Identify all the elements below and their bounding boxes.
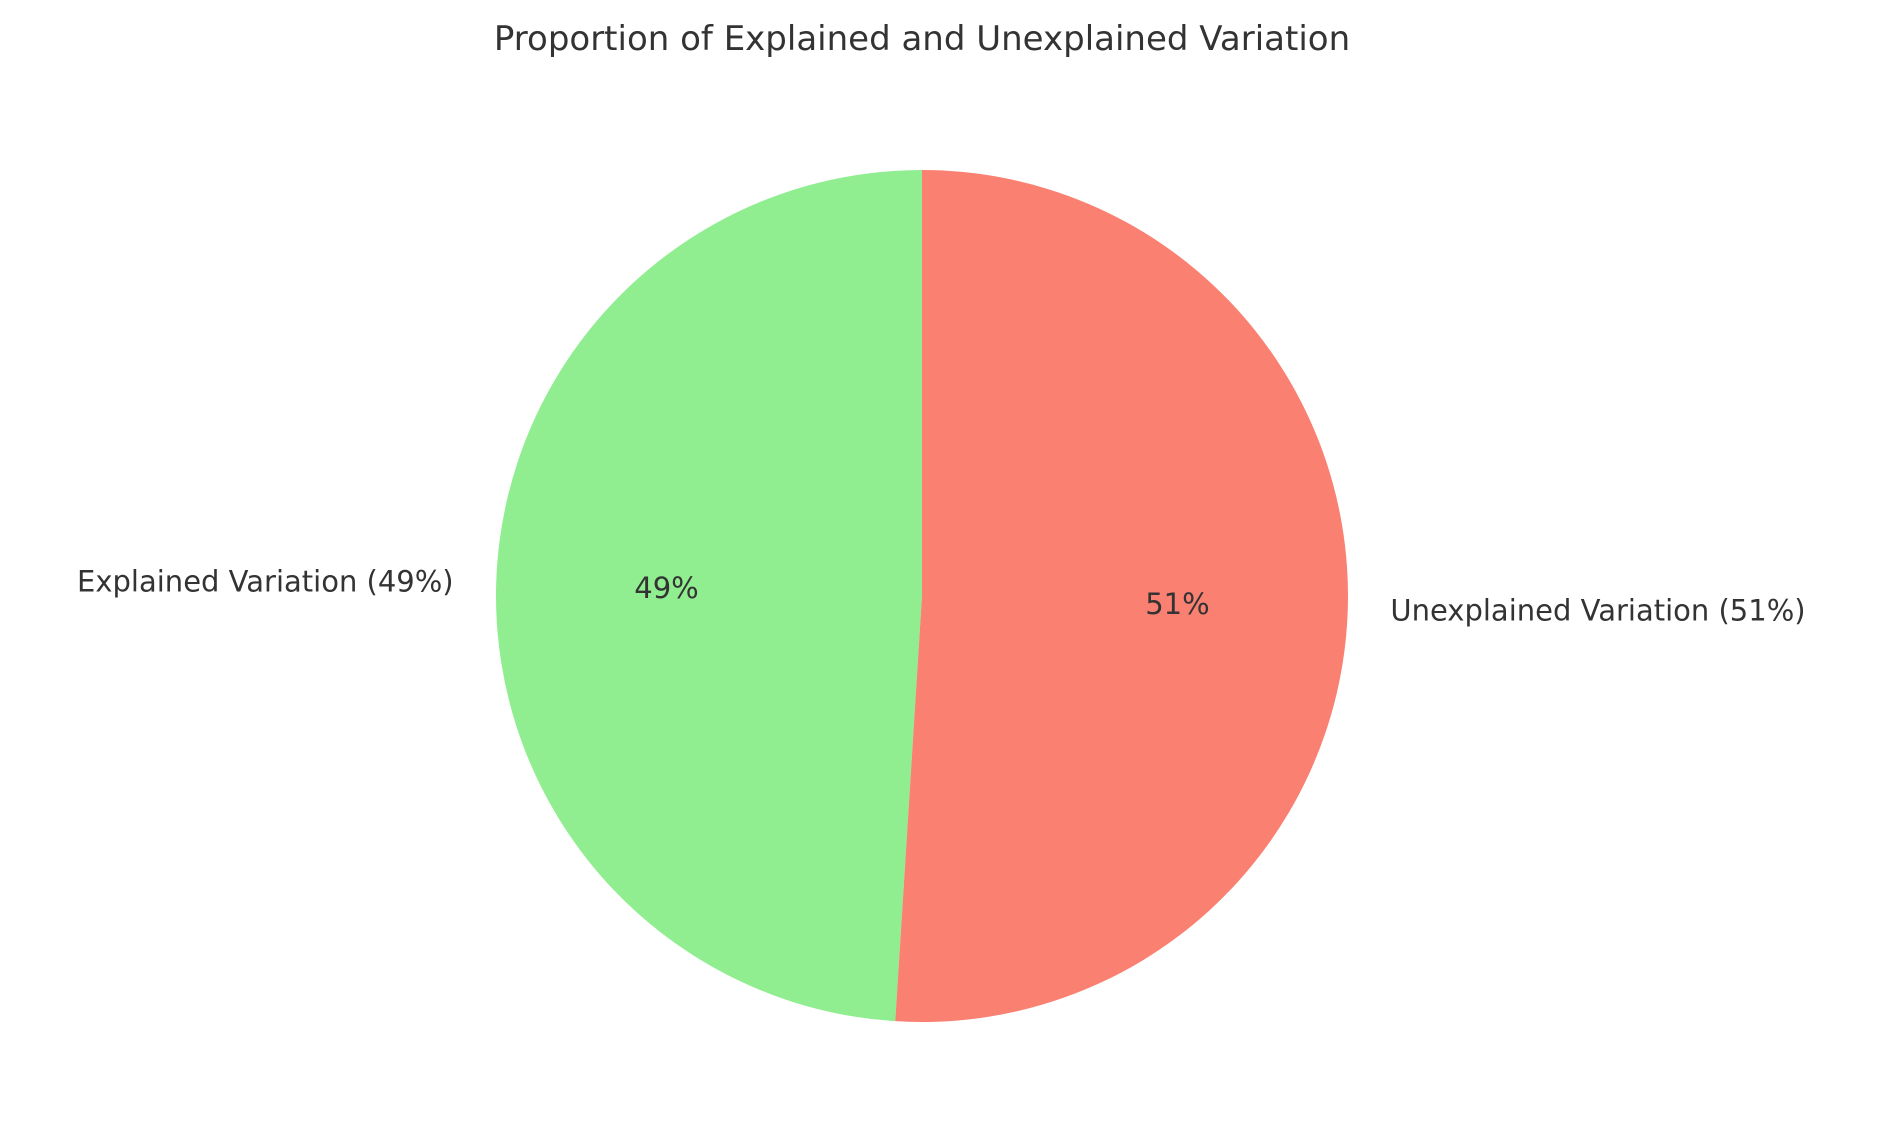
pie-labels: 49% Explained Variation (49%) 51% Unexplain… <box>77 564 1806 627</box>
pie-slice-1 <box>895 170 1348 1022</box>
pie-slice-0 <box>495 170 922 1022</box>
pct-label-1: 51% <box>1145 587 1209 621</box>
slice-label-1: Unexplained Variation (51%) <box>1390 594 1805 628</box>
pct-label-0: 49% <box>634 571 698 605</box>
pie-slices <box>495 170 1348 1022</box>
chart-title: Proportion of Explained and Unexplained … <box>494 19 1350 59</box>
slice-label-0: Explained Variation (49%) <box>77 564 454 598</box>
